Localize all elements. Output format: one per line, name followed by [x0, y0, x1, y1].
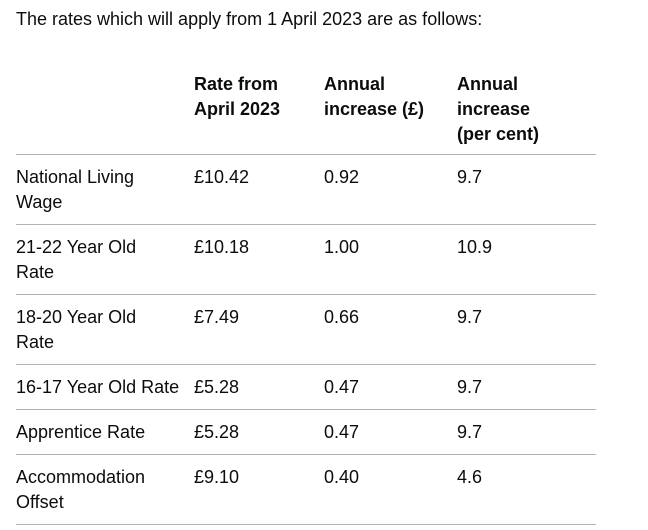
row-percent: 9.7 [457, 294, 596, 365]
header-percent-line2: (per cent) [457, 124, 540, 144]
intro-text: The rates which will apply from 1 April … [16, 9, 483, 29]
header-rate-line2: April 2023 [194, 99, 281, 119]
row-label: Apprentice Rate [16, 409, 194, 455]
row-label: 16-17 Year Old Rate [16, 364, 194, 410]
table-row: 16-17 Year Old Rate £5.28 0.47 9.7 [16, 364, 596, 410]
row-increase: 0.66 [324, 294, 457, 365]
row-label: 21-22 Year Old Rate [16, 224, 194, 295]
row-rate: £10.42 [194, 154, 324, 225]
row-increase: 0.40 [324, 454, 457, 525]
row-rate: £5.28 [194, 364, 324, 410]
header-annual-increase-line1: Annual [324, 74, 385, 94]
row-label-line: Rate [16, 262, 55, 282]
row-label-line: National Living [16, 167, 135, 187]
row-increase: 1.00 [324, 224, 457, 295]
row-label-line: Apprentice Rate [16, 422, 146, 442]
table-row: 21-22 Year Old Rate £10.18 1.00 10.9 [16, 224, 596, 295]
row-label: Accommodation Offset [16, 454, 194, 525]
row-label-line: Accommodation [16, 467, 146, 487]
header-percent: Annual increase (per cent) [457, 70, 596, 155]
header-rate: Rate from April 2023 [194, 70, 324, 155]
row-increase: 0.92 [324, 154, 457, 225]
row-label: 18-20 Year Old Rate [16, 294, 194, 365]
header-rate-line1: Rate from [194, 74, 279, 94]
table-row: 18-20 Year Old Rate £7.49 0.66 9.7 [16, 294, 596, 365]
row-label-line: 21-22 Year Old [16, 237, 137, 257]
table-row: Accommodation Offset £9.10 0.40 4.6 [16, 454, 596, 525]
row-rate: £10.18 [194, 224, 324, 295]
table-row: National Living Wage £10.42 0.92 9.7 [16, 154, 596, 225]
header-annual-increase: Annual increase (£) [324, 70, 457, 155]
row-rate: £9.10 [194, 454, 324, 525]
header-percent-line1: Annual increase [457, 74, 531, 119]
table-row: Apprentice Rate £5.28 0.47 9.7 [16, 409, 596, 455]
row-percent: 9.7 [457, 364, 596, 410]
rates-table: Rate from April 2023 Annual increase (£)… [16, 70, 596, 525]
row-label-line: Rate [16, 332, 55, 352]
row-percent: 9.7 [457, 154, 596, 225]
table-header-row: Rate from April 2023 Annual increase (£)… [16, 70, 596, 155]
row-label-line: Wage [16, 192, 63, 212]
row-increase: 0.47 [324, 409, 457, 455]
row-percent: 10.9 [457, 224, 596, 295]
row-rate: £7.49 [194, 294, 324, 365]
row-label-line: Offset [16, 492, 64, 512]
row-label: National Living Wage [16, 154, 194, 225]
header-blank [16, 70, 194, 155]
row-percent: 4.6 [457, 454, 596, 525]
row-rate: £5.28 [194, 409, 324, 455]
row-label-line: 16-17 Year Old Rate [16, 377, 180, 397]
row-label-line: 18-20 Year Old [16, 307, 137, 327]
row-percent: 9.7 [457, 409, 596, 455]
row-increase: 0.47 [324, 364, 457, 410]
header-annual-increase-line2: increase (£) [324, 99, 425, 119]
